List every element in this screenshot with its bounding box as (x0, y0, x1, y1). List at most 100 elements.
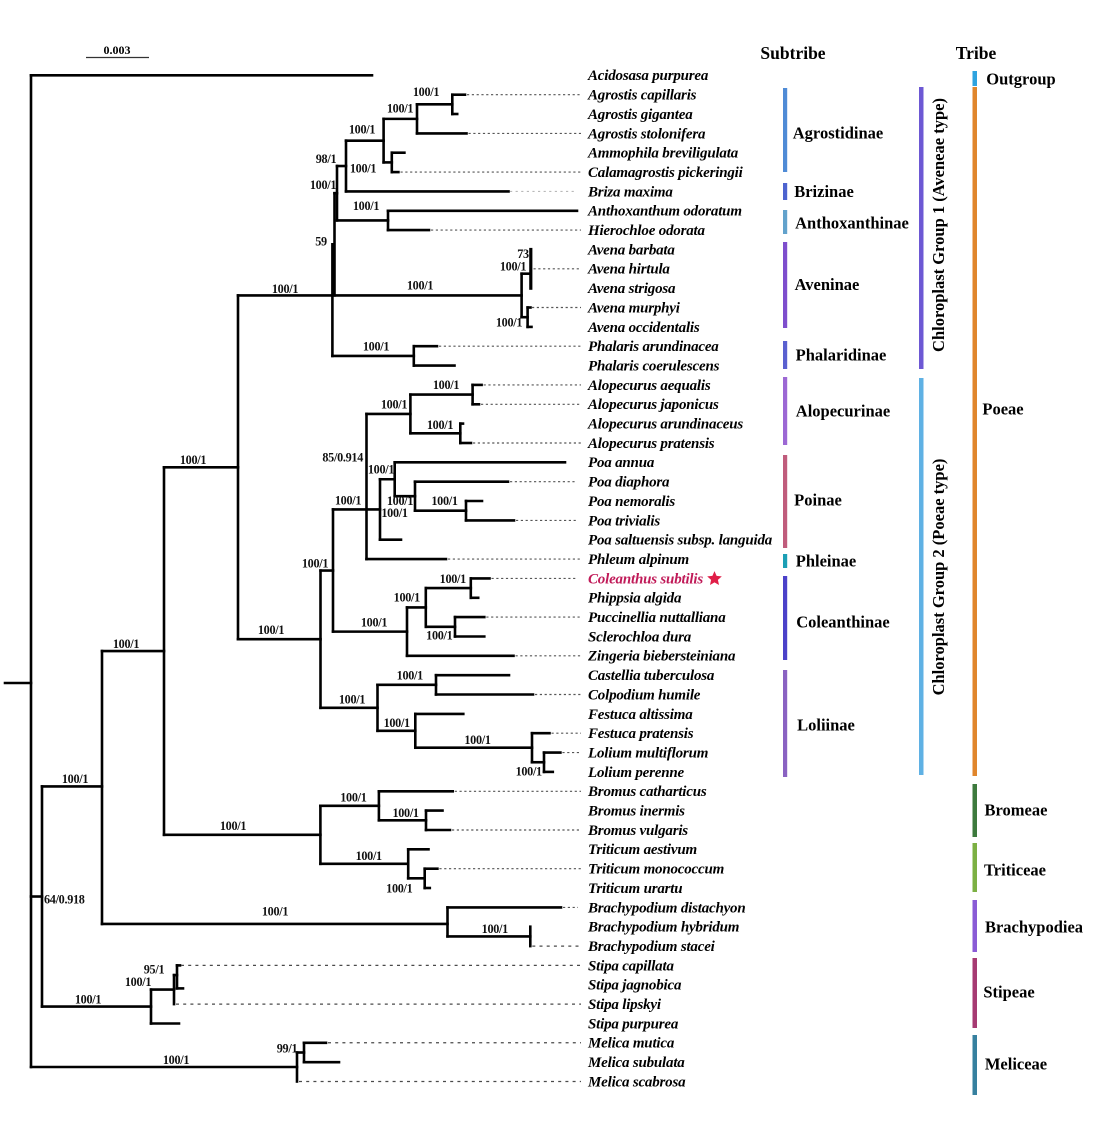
svg-text:100/1: 100/1 (302, 557, 328, 571)
svg-text:100/1: 100/1 (361, 616, 387, 630)
svg-text:100/1: 100/1 (387, 102, 413, 116)
svg-text:Brachypodium hybridum: Brachypodium hybridum (587, 920, 739, 936)
svg-text:100/1: 100/1 (381, 506, 407, 520)
svg-text:100/1: 100/1 (368, 463, 394, 477)
svg-text:Stipa lipskyi: Stipa lipskyi (588, 997, 662, 1013)
svg-text:Stipa purpurea: Stipa purpurea (588, 1016, 679, 1032)
svg-text:Bromus catharticus: Bromus catharticus (587, 784, 707, 800)
svg-text:Meliceae: Meliceae (985, 1055, 1047, 1074)
svg-text:59: 59 (315, 235, 327, 249)
svg-text:Brachypodium distachyon: Brachypodium distachyon (587, 900, 746, 916)
svg-text:100/1: 100/1 (516, 765, 542, 779)
svg-text:100/1: 100/1 (500, 260, 526, 274)
svg-text:Subtribe: Subtribe (760, 43, 825, 63)
svg-text:Bromeae: Bromeae (985, 801, 1048, 820)
svg-text:100/1: 100/1 (350, 162, 376, 176)
svg-text:Calamagrostis pickeringii: Calamagrostis pickeringii (588, 165, 744, 181)
svg-text:Alopecurinae: Alopecurinae (796, 402, 890, 421)
svg-text:Festuca altissima: Festuca altissima (587, 707, 693, 723)
svg-text:73: 73 (517, 247, 529, 261)
svg-text:Melica mutica: Melica mutica (587, 1036, 675, 1052)
svg-text:100/1: 100/1 (349, 123, 375, 137)
svg-text:Phleum alpinum: Phleum alpinum (588, 552, 689, 568)
svg-text:Chloroplast Group 1 (Aveneae t: Chloroplast Group 1 (Aveneae type) (929, 98, 948, 352)
svg-text:Avena murphyi: Avena murphyi (587, 300, 681, 316)
svg-text:Phalaridinae: Phalaridinae (796, 346, 887, 365)
svg-text:100/1: 100/1 (433, 378, 459, 392)
svg-text:Alopecurus aequalis: Alopecurus aequalis (587, 378, 711, 394)
svg-text:Loliinae: Loliinae (797, 716, 855, 735)
svg-text:100/1: 100/1 (482, 922, 508, 936)
svg-text:Avena occidentalis: Avena occidentalis (587, 320, 700, 336)
svg-text:100/1: 100/1 (392, 806, 418, 820)
svg-text:Avena barbata: Avena barbata (587, 242, 675, 258)
svg-text:100/1: 100/1 (440, 572, 466, 586)
svg-text:Poa diaphora: Poa diaphora (588, 475, 670, 491)
svg-text:Outgroup: Outgroup (986, 70, 1055, 89)
svg-text:Agrostis capillaris: Agrostis capillaris (587, 88, 697, 104)
svg-text:Triticum urartu: Triticum urartu (588, 881, 682, 897)
svg-text:Melica scabrosa: Melica scabrosa (587, 1074, 686, 1090)
svg-text:Acidosasa purpurea: Acidosasa purpurea (587, 68, 709, 84)
svg-text:Agrostidinae: Agrostidinae (793, 124, 883, 143)
svg-text:100/1: 100/1 (340, 791, 366, 805)
svg-text:100/1: 100/1 (496, 316, 522, 330)
svg-text:100/1: 100/1 (363, 340, 389, 354)
svg-text:Phippsia algida: Phippsia algida (588, 591, 682, 607)
svg-text:Festuca pratensis: Festuca pratensis (587, 726, 694, 742)
svg-text:100/1: 100/1 (464, 733, 490, 747)
svg-text:95/1: 95/1 (144, 963, 165, 977)
svg-text:Bromus vulgaris: Bromus vulgaris (587, 823, 688, 839)
svg-text:100/1: 100/1 (397, 669, 423, 683)
svg-text:Anthoxanthinae: Anthoxanthinae (795, 214, 909, 233)
svg-text:100/1: 100/1 (125, 975, 151, 989)
svg-text:100/1: 100/1 (427, 418, 453, 432)
svg-text:98/1: 98/1 (316, 152, 337, 166)
svg-text:100/1: 100/1 (62, 772, 88, 786)
svg-text:Chloroplast Group 2 (Poeae typ: Chloroplast Group 2 (Poeae type) (929, 459, 948, 696)
svg-text:100/1: 100/1 (386, 881, 412, 895)
svg-text:Poinae: Poinae (794, 491, 842, 510)
svg-text:Brizinae: Brizinae (794, 182, 854, 201)
svg-text:Alopecurus arundinaceus: Alopecurus arundinaceus (587, 417, 743, 433)
svg-text:Phalaris coerulescens: Phalaris coerulescens (588, 359, 720, 375)
svg-text:Triticeae: Triticeae (984, 861, 1046, 880)
svg-text:85/0.914: 85/0.914 (322, 451, 363, 465)
svg-text:100/1: 100/1 (339, 693, 365, 707)
svg-text:0.003: 0.003 (104, 43, 131, 57)
svg-text:Stipeae: Stipeae (983, 983, 1034, 1002)
svg-text:Avena strigosa: Avena strigosa (587, 281, 676, 297)
svg-text:100/1: 100/1 (384, 716, 410, 730)
svg-text:100/1: 100/1 (262, 905, 288, 919)
svg-text:Poa nemoralis: Poa nemoralis (588, 494, 675, 510)
svg-text:Melica subulata: Melica subulata (587, 1055, 685, 1071)
svg-text:Brachypodium stacei: Brachypodium stacei (587, 939, 716, 955)
svg-text:100/1: 100/1 (426, 629, 452, 643)
svg-text:Bromus inermis: Bromus inermis (587, 804, 685, 820)
svg-text:Stipa capillata: Stipa capillata (588, 958, 674, 974)
svg-text:Poa trivialis: Poa trivialis (588, 513, 660, 529)
svg-text:100/1: 100/1 (356, 849, 382, 863)
svg-text:Phleinae: Phleinae (796, 552, 857, 571)
svg-text:100/1: 100/1 (387, 494, 413, 508)
svg-text:Coleanthus subtilis: Coleanthus subtilis (588, 571, 703, 587)
svg-text:100/1: 100/1 (335, 494, 361, 508)
svg-text:Triticum aestivum: Triticum aestivum (588, 842, 697, 858)
svg-text:Hierochloe odorata: Hierochloe odorata (587, 223, 706, 239)
svg-text:Alopecurus japonicus: Alopecurus japonicus (587, 397, 719, 413)
svg-text:Sclerochloa dura: Sclerochloa dura (588, 629, 692, 645)
svg-text:Poeae: Poeae (982, 400, 1023, 419)
svg-text:Anthoxanthum odoratum: Anthoxanthum odoratum (587, 204, 742, 220)
svg-text:100/1: 100/1 (353, 199, 379, 213)
svg-text:Zingeria biebersteiniana: Zingeria biebersteiniana (587, 649, 736, 665)
svg-text:Colpodium humile: Colpodium humile (588, 687, 701, 703)
svg-text:Poa annua: Poa annua (588, 455, 655, 471)
svg-text:100/1: 100/1 (310, 178, 336, 192)
svg-text:100/1: 100/1 (381, 398, 407, 412)
svg-text:99/1: 99/1 (277, 1042, 298, 1056)
svg-text:Brachypodiea: Brachypodiea (985, 918, 1083, 937)
svg-text:Agrostis gigantea: Agrostis gigantea (587, 107, 693, 123)
svg-text:Alopecurus pratensis: Alopecurus pratensis (587, 436, 715, 452)
svg-text:Phalaris arundinacea: Phalaris arundinacea (588, 339, 719, 355)
svg-text:Agrostis stolonifera: Agrostis stolonifera (587, 126, 706, 142)
